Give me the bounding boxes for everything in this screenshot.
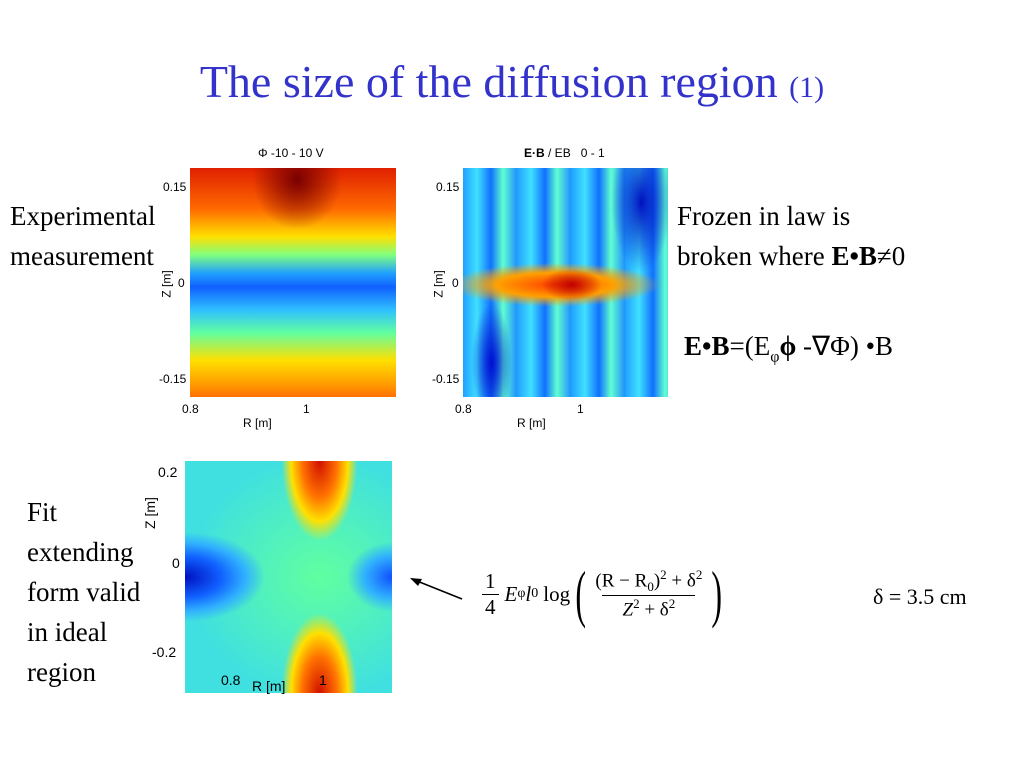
title-range: 0 - 1 bbox=[580, 146, 605, 160]
heatmap-fit bbox=[185, 461, 392, 693]
y-tick-label: -0.15 bbox=[432, 372, 460, 386]
x-tick-label: 0.8 bbox=[182, 402, 199, 416]
eq-top: (R − R0)2 + δ2 bbox=[591, 567, 706, 595]
title-bold: E·B bbox=[524, 146, 545, 160]
fraction: (R − R0)2 + δ2 Z2 + δ2 bbox=[591, 567, 706, 621]
eq-bottom: Z2 + δ2 bbox=[602, 594, 696, 621]
x-axis-label: R [m] bbox=[243, 416, 272, 430]
eq-sub: 0 bbox=[531, 586, 539, 601]
eq-sub: 0 bbox=[647, 578, 654, 594]
y-axis-label: Z [m] bbox=[159, 270, 174, 298]
y-axis-label: Z [m] bbox=[141, 497, 158, 529]
y-tick-label: 0.2 bbox=[158, 464, 178, 480]
x-tick-label: 0.8 bbox=[221, 672, 241, 688]
eq-part: + δ bbox=[639, 599, 669, 621]
label-line: Fit bbox=[27, 497, 58, 527]
eq-lhs: E•B bbox=[684, 331, 730, 361]
paren: ) bbox=[711, 558, 723, 629]
eq-l: l bbox=[525, 581, 532, 606]
heatmap-eb bbox=[463, 168, 668, 397]
label-line: measurement bbox=[10, 241, 154, 271]
eq-sup: 2 bbox=[660, 566, 667, 582]
y-tick-label: 0.15 bbox=[436, 180, 460, 194]
delta-value: δ = 3.5 cm bbox=[873, 584, 967, 609]
label-line: form valid bbox=[27, 577, 141, 607]
title-rest: / EB bbox=[548, 146, 571, 160]
panel-title: Φ -10 - 10 V bbox=[258, 146, 324, 160]
eq-sub: φ bbox=[517, 586, 526, 601]
y-tick-label: 0 bbox=[452, 276, 459, 290]
x-tick-label: 1 bbox=[577, 402, 584, 416]
x-axis-label: R [m] bbox=[517, 416, 546, 430]
label-line: Experimental bbox=[10, 201, 156, 231]
arrow bbox=[410, 578, 463, 600]
heatmap-potential bbox=[190, 168, 396, 397]
x-tick-label: 1 bbox=[319, 672, 327, 688]
eq-part: =(E bbox=[729, 331, 771, 361]
eq-part: (R − R bbox=[595, 570, 648, 592]
eq-den: 4 bbox=[482, 593, 499, 620]
x-tick-label: 1 bbox=[303, 402, 310, 416]
y-tick-label: 0 bbox=[178, 276, 185, 290]
text-line: broken where bbox=[677, 241, 832, 271]
eq-num: 1 bbox=[485, 568, 496, 593]
title-text: The size of the diffusion region bbox=[199, 56, 778, 107]
eq-sup: 2 bbox=[633, 595, 640, 611]
eb-equation: E•B=(Eφϕ -∇Φ) •B bbox=[684, 326, 893, 377]
label-line: region bbox=[27, 657, 96, 687]
panel-title: E·B / EB 0 - 1 bbox=[524, 146, 605, 160]
label-line: in ideal bbox=[27, 617, 108, 647]
x-tick-label: 0.8 bbox=[455, 402, 472, 416]
slide-title: The size of the diffusion region (1) bbox=[0, 55, 1024, 108]
y-tick-label: 0.15 bbox=[163, 180, 187, 194]
eq-part: Z bbox=[622, 599, 634, 621]
y-tick-label: -0.15 bbox=[159, 372, 187, 386]
eq-sup: 2 bbox=[695, 566, 703, 582]
label-line: extending bbox=[27, 537, 134, 567]
eq-phi: ϕ bbox=[779, 331, 797, 361]
x-axis-label: R [m] bbox=[252, 678, 286, 694]
eq-part: -∇Φ) •B bbox=[796, 331, 894, 361]
text-rest: ≠0 bbox=[876, 241, 906, 271]
eq-sub: φ bbox=[770, 348, 780, 366]
text-line: Frozen in law is bbox=[677, 201, 851, 231]
y-tick-label: 0 bbox=[172, 555, 180, 571]
eq-sup: 2 bbox=[668, 595, 676, 611]
fit-label: Fit extending form valid in ideal region bbox=[27, 492, 140, 692]
paren: ( bbox=[575, 558, 587, 629]
frozen-text: Frozen in law is broken where E•B≠0 bbox=[677, 196, 905, 276]
y-tick-label: -0.2 bbox=[152, 644, 177, 660]
eq-part: + δ bbox=[666, 570, 696, 592]
eq-log: log bbox=[543, 581, 571, 606]
y-axis-label: Z [m] bbox=[431, 270, 446, 298]
experimental-label: Experimental measurement bbox=[10, 196, 155, 276]
bold-text: E•B bbox=[831, 241, 877, 271]
eq-e: E bbox=[504, 581, 518, 606]
title-note: (1) bbox=[789, 71, 825, 104]
eq-part: ) bbox=[653, 570, 661, 592]
